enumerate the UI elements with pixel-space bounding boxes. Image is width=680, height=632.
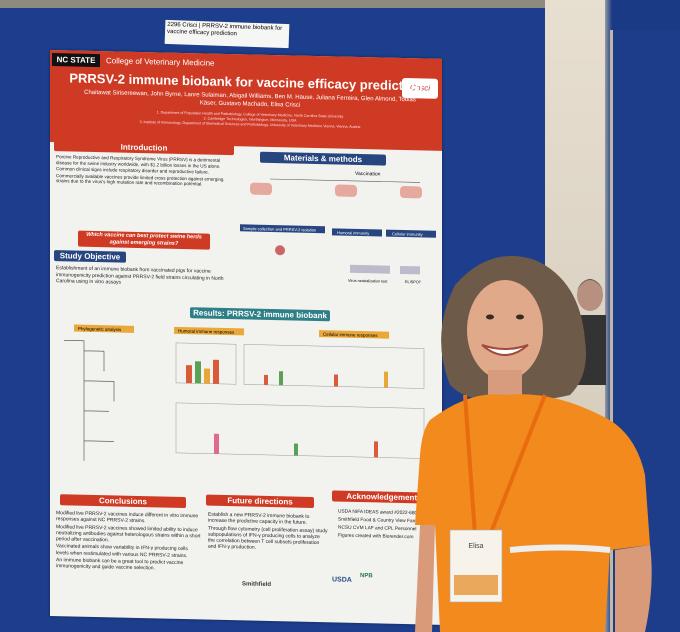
results-figure: Phylogenetic analysis Humoral immune res… <box>64 324 425 461</box>
objective-text: Establishment of an immune biobank from … <box>56 265 224 286</box>
figure-bar <box>213 359 219 384</box>
sponsor-logo: USDA <box>332 576 352 584</box>
panel-label-bg <box>174 326 244 336</box>
plate-icon <box>400 265 420 275</box>
figure-label: Humoral immunity <box>337 230 369 236</box>
board-frame <box>0 0 545 8</box>
panel-frame <box>175 402 425 459</box>
bullet: An immune biobank can be a great tool to… <box>56 557 184 572</box>
figure-label: Cellular immunity <box>392 231 423 237</box>
pig-icon <box>335 184 357 197</box>
tag-number: 2296 <box>167 21 181 29</box>
pig-icon <box>250 182 272 195</box>
panel-label-bg <box>319 330 389 339</box>
eye <box>516 314 524 320</box>
panel-label: Cellular immune responses <box>323 332 378 338</box>
conclusions-text: Modified live PRRSV-2 vaccines induce di… <box>56 510 202 574</box>
panel-label-bg <box>74 324 134 333</box>
figure-bar <box>186 365 192 384</box>
figure-bar <box>204 368 210 384</box>
timeline <box>270 178 420 183</box>
college: College of Veterinary Medicine <box>106 56 215 68</box>
pig-icon <box>400 186 422 199</box>
figure-label: Virus neutralization test <box>348 279 388 284</box>
label-bar <box>240 224 325 234</box>
lanyard <box>463 394 547 536</box>
figure-bar <box>374 441 378 458</box>
bullet: Modified live PRRSV-2 vaccines showed li… <box>56 523 201 544</box>
sponsor-logo: NPB <box>360 573 373 580</box>
hair <box>577 279 603 290</box>
presenter: Elisa <box>415 255 652 632</box>
head <box>577 279 603 311</box>
poster: NC STATE College of Veterinary Medicine … <box>50 50 442 625</box>
figure-bar <box>294 443 298 456</box>
label-bar <box>386 229 436 238</box>
figure-label: Vaccination <box>355 171 381 178</box>
sponsor-logo: Smithfield <box>242 581 272 589</box>
poster-tag: 2296 Crisci | PRRSV-2 immune biobank for… <box>164 19 290 49</box>
bar-panels <box>175 342 425 459</box>
section-heading: Study Objective <box>54 250 126 263</box>
section-heading: Materials & methods <box>260 151 386 166</box>
sample-icon <box>275 245 285 256</box>
figure-label: ELISPOT <box>405 280 422 284</box>
arm <box>415 525 435 632</box>
tag-name: Crisci <box>182 22 198 29</box>
label-bar <box>332 228 382 237</box>
section-heading: Future directions <box>206 494 314 508</box>
institution: NC STATE <box>52 53 100 68</box>
arm <box>615 545 652 632</box>
figure-bar <box>264 374 268 385</box>
intro-text: Porcine Reproductive and Respiratory Syn… <box>56 154 236 189</box>
dress-band <box>509 544 611 553</box>
section-heading: Results: PRRSV-2 immune biobank <box>190 307 330 322</box>
figure-bar <box>334 374 338 387</box>
bullet: Through flow cytometry (cell proliferati… <box>208 525 328 552</box>
smile <box>481 344 529 356</box>
face <box>467 280 543 380</box>
badge-art <box>454 575 498 595</box>
panel-label: Phylogenetic analysis <box>78 326 122 332</box>
plate-icon <box>350 264 390 274</box>
figure-label: Sample collection and PRRSV-2 isolation <box>243 226 316 233</box>
bullet: Establish a new PRRSV-2 immune biobank t… <box>208 511 310 527</box>
figure-bar <box>384 371 388 388</box>
badge-name: Elisa <box>468 543 483 550</box>
methods-figure: Vaccination Sample collection and PRRSV-… <box>240 171 436 284</box>
future-text: Establish a new PRRSV-2 immune biobank t… <box>208 512 328 555</box>
phylogenetic-tree <box>64 340 115 461</box>
figure-bar <box>279 371 283 386</box>
figure-bar <box>195 361 201 384</box>
figure-bar <box>214 433 219 454</box>
panel-label: Humoral immune responses <box>178 328 235 334</box>
research-question: Which vaccine can best protect swine her… <box>78 230 210 250</box>
eye <box>486 314 494 320</box>
section-heading: Conclusions <box>60 494 186 509</box>
